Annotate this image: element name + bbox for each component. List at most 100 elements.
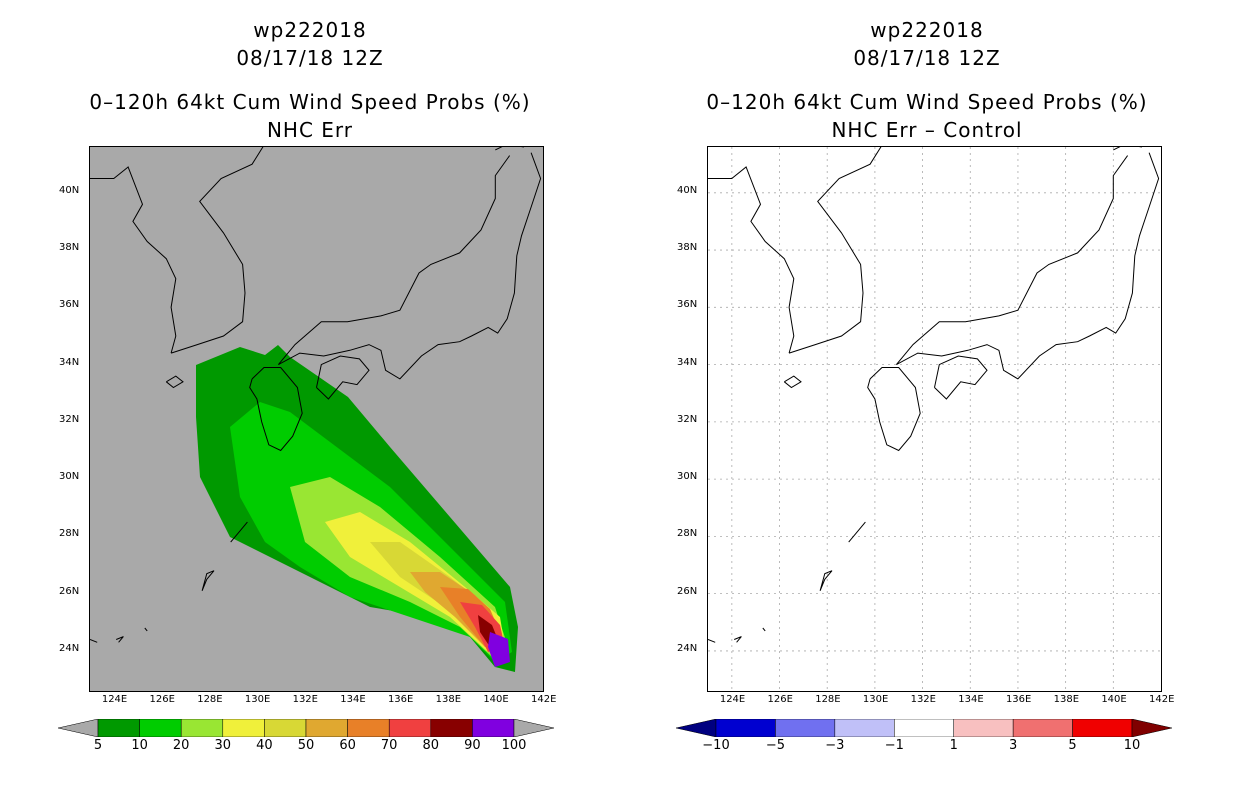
right-storm-id: wp222018: [870, 18, 984, 42]
lon-tick-label: 132E: [910, 694, 936, 705]
lat-tick-label: 26N: [59, 585, 80, 597]
lat-tick-label: 34N: [677, 356, 698, 368]
lat-tick-label: 40N: [59, 184, 80, 196]
coastline-path: [708, 639, 716, 643]
colorbar-label: 20: [172, 738, 190, 753]
right-colorbar: [676, 719, 1172, 737]
lon-tick-label: 138E: [435, 694, 462, 705]
coastline-path: [278, 155, 511, 365]
lon-tick-label: 142E: [531, 694, 557, 705]
lon-tick-label: 128E: [197, 694, 223, 705]
left-title: 0–120h 64kt Cum Wind Speed Probs (%): [89, 90, 531, 114]
colorbar-segment: [222, 719, 265, 737]
lon-tick-label: 126E: [149, 694, 175, 705]
lon-tick-label: 124E: [719, 694, 746, 705]
right-datetime: 08/17/18 12Z: [853, 46, 1001, 70]
lat-tick-label: 40N: [677, 184, 698, 196]
coastline-path: [1113, 147, 1142, 151]
colorbar-segment: [953, 719, 1014, 737]
coastline-path: [848, 521, 866, 543]
coastline-path: [90, 166, 177, 354]
colorbar-end-left: [58, 719, 99, 737]
coastline-path: [734, 636, 742, 643]
colorbar-segment: [894, 719, 954, 737]
colorbar-segment: [180, 719, 224, 737]
coastline-path: [116, 636, 124, 643]
colorbar-segment: [1012, 719, 1073, 737]
coastline-path: [934, 355, 988, 400]
colorbar-label: 10: [131, 738, 148, 753]
colorbar-label: −10: [702, 738, 730, 753]
colorbar-label: 5: [93, 738, 103, 753]
lon-tick-label: 134E: [958, 694, 984, 705]
lon-tick-label: 138E: [1053, 694, 1080, 705]
left-map-plot: [90, 147, 542, 672]
colorbar-label: 10: [1123, 738, 1141, 753]
right-subtitle: NHC Err – Control: [831, 118, 1023, 142]
coastline-path: [170, 147, 264, 354]
colorbar-segment: [264, 719, 307, 737]
colorbar-segment: [430, 719, 473, 737]
lon-tick-label: 136E: [387, 694, 414, 705]
lon-tick-label: 124E: [101, 694, 128, 705]
colorbar-label: 1: [949, 738, 958, 753]
lon-tick-label: 130E: [244, 694, 271, 705]
lon-tick-label: 142E: [1149, 694, 1175, 705]
lat-tick-label: 38N: [677, 242, 698, 254]
left-map: [89, 146, 544, 692]
colorbar-segment: [775, 719, 836, 737]
coastline-path: [819, 570, 833, 591]
colorbar-label: 50: [297, 738, 315, 753]
coastline-path: [316, 355, 370, 400]
lat-tick-label: 28N: [59, 528, 80, 540]
colorbar-end-right: [1131, 719, 1172, 737]
colorbar-segment: [347, 719, 390, 737]
right-title: 0–120h 64kt Cum Wind Speed Probs (%): [706, 90, 1148, 114]
colorbar-segment: [834, 719, 895, 737]
left-colorbar: [58, 719, 554, 737]
lon-tick-label: 140E: [483, 694, 509, 705]
lat-tick-label: 36N: [677, 299, 698, 311]
probability-swath: [196, 345, 518, 672]
colorbar-label: 5: [1068, 738, 1077, 753]
right-map: [707, 146, 1162, 692]
coastline-path: [867, 367, 921, 452]
colorbar-segment: [472, 719, 515, 737]
coastline-path: [230, 521, 248, 543]
colorbar-label: 3: [1009, 738, 1018, 753]
coastline-path: [788, 147, 882, 354]
coastline-path: [201, 570, 215, 591]
coastline-path: [90, 639, 98, 643]
colorbar-segment: [715, 719, 776, 737]
coastline-path: [249, 367, 303, 452]
colorbar-end-left: [676, 719, 717, 737]
colorbar-label: −1: [884, 738, 904, 753]
coastline-path: [165, 375, 184, 389]
lat-tick-label: 32N: [677, 413, 698, 425]
lon-tick-label: 130E: [862, 694, 889, 705]
coastline-path: [144, 627, 148, 632]
lat-tick-label: 36N: [59, 299, 80, 311]
coastline-path: [762, 627, 766, 632]
lon-tick-label: 128E: [815, 694, 841, 705]
colorbar-label: 30: [214, 738, 232, 753]
colorbar-end-right: [513, 719, 554, 737]
coastline-path: [896, 155, 1129, 365]
colorbar-label: 90: [464, 738, 481, 753]
colorbar-label: 80: [422, 738, 440, 753]
left-datetime: 08/17/18 12Z: [236, 46, 384, 70]
lat-tick-label: 38N: [59, 242, 80, 254]
colorbar-label: −3: [825, 738, 845, 753]
lon-tick-label: 136E: [1005, 694, 1032, 705]
lat-tick-label: 34N: [59, 356, 80, 368]
coastline-path: [783, 375, 802, 389]
colorbar-segment: [97, 719, 140, 737]
left-subtitle: NHC Err: [266, 118, 354, 142]
right-map-plot: [708, 147, 1161, 691]
lon-tick-label: 140E: [1101, 694, 1127, 705]
coastline-path: [896, 152, 1160, 380]
lat-tick-label: 30N: [677, 471, 698, 483]
coastline-path: [278, 152, 542, 380]
lat-tick-label: 26N: [677, 585, 698, 597]
lon-tick-label: 134E: [340, 694, 366, 705]
